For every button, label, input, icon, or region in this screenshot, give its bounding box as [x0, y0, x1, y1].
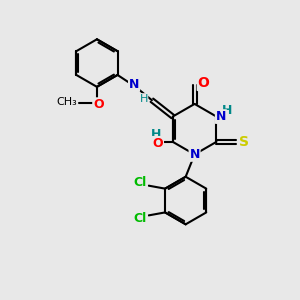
Text: N: N — [216, 110, 226, 123]
Text: O: O — [198, 76, 209, 90]
Text: N: N — [189, 148, 200, 161]
Text: O: O — [152, 137, 163, 150]
Text: N: N — [129, 78, 139, 91]
Text: CH₃: CH₃ — [56, 97, 77, 107]
Text: H: H — [140, 94, 148, 104]
Text: H: H — [151, 128, 161, 141]
Text: O: O — [93, 98, 104, 111]
Text: H: H — [222, 104, 232, 117]
Text: S: S — [239, 135, 249, 149]
Text: Cl: Cl — [134, 176, 147, 189]
Text: Cl: Cl — [134, 212, 147, 225]
